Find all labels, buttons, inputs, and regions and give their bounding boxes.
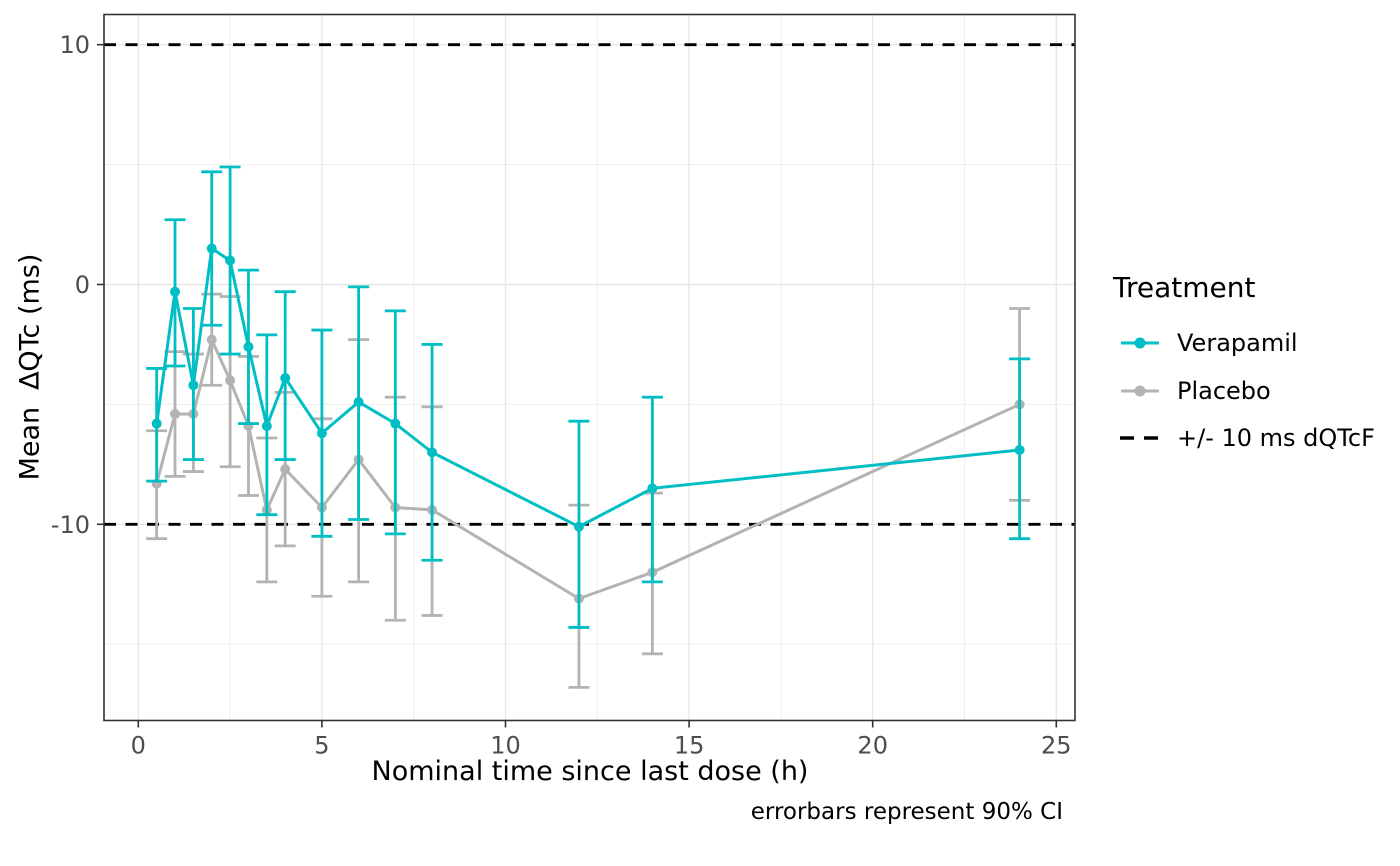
legend-item-reference-line: +/- 10 ms dQTcF bbox=[1112, 424, 1375, 452]
verapamil-series bbox=[146, 165, 1031, 629]
legend-label-placebo: Placebo bbox=[1177, 377, 1271, 405]
y-axis-ticks: 10 0 -10 bbox=[51, 31, 104, 539]
x-axis-title: Nominal time since last dose (h) bbox=[371, 756, 809, 787]
x-tick-label: 5 bbox=[314, 732, 329, 760]
legend-item-verapamil: Verapamil bbox=[1112, 329, 1375, 357]
x-tick-label: 25 bbox=[1041, 732, 1072, 760]
legend-label-verapamil: Verapamil bbox=[1177, 329, 1298, 357]
chart-caption: errorbars represent 90% CI bbox=[750, 799, 1063, 825]
x-tick-label: 0 bbox=[131, 732, 146, 760]
x-tick-label: 10 bbox=[490, 732, 521, 760]
y-tick-label: -10 bbox=[51, 511, 90, 539]
legend-label-reference: +/- 10 ms dQTcF bbox=[1177, 424, 1375, 452]
verapamil-line-key-icon bbox=[1121, 337, 1159, 349]
y-tick-label: 0 bbox=[75, 271, 90, 299]
verapamil-points bbox=[151, 243, 1025, 532]
legend-item-placebo: Placebo bbox=[1112, 377, 1375, 405]
placebo-line-key-icon bbox=[1121, 385, 1159, 397]
x-tick-label: 20 bbox=[857, 732, 888, 760]
legend: Treatment Verapamil Placebo +/- 10 ms dQ… bbox=[1112, 271, 1375, 452]
panel-border bbox=[103, 13, 1076, 722]
dashed-line-key-icon bbox=[1120, 436, 1160, 440]
y-tick-label: 10 bbox=[59, 31, 90, 59]
x-tick-label: 15 bbox=[674, 732, 705, 760]
grid bbox=[104, 14, 1075, 721]
y-axis-title: Mean ∆QTc (ms) bbox=[14, 253, 46, 481]
legend-title: Treatment bbox=[1113, 271, 1256, 304]
x-axis-ticks: 0 5 10 15 20 25 bbox=[131, 720, 1072, 760]
